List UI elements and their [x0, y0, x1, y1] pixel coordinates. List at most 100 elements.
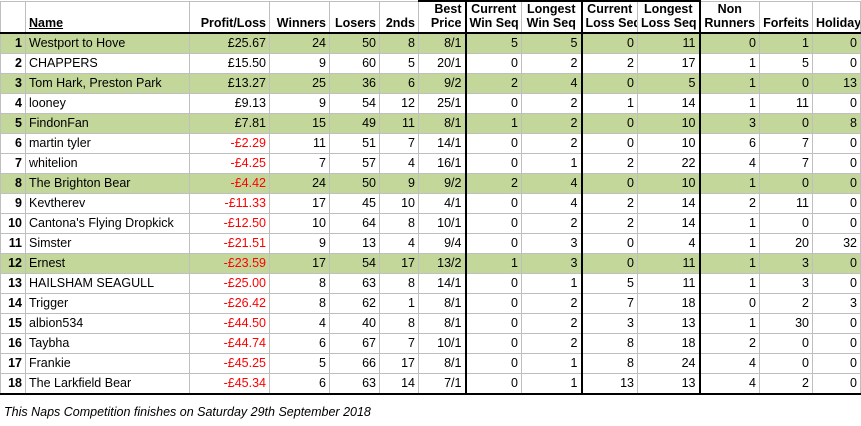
- cell-name: looney: [25, 93, 190, 114]
- cell-holiday: 0: [812, 53, 861, 74]
- cell-rank: 4: [0, 93, 26, 114]
- header-losers: Losers: [329, 0, 380, 34]
- header-longest-win-seq: Longest Win Seq: [521, 0, 583, 34]
- header-best-price: Best Price: [418, 0, 466, 34]
- naps-competition-table: Name Profit/Loss Winners Losers 2nds Bes…: [0, 0, 861, 395]
- header-rank: [0, 0, 26, 34]
- cell-current-loss-seq: 0: [581, 32, 638, 54]
- cell-current-win-seq: 0: [464, 153, 522, 174]
- cell-longest-win-seq: 2: [521, 133, 583, 154]
- cell-losers: 51: [329, 133, 380, 154]
- header-longest-loss-seq: Longest Loss Seq: [637, 0, 701, 34]
- cell-name: Tom Hark, Preston Park: [25, 73, 190, 94]
- header-current-loss-seq: Current Loss Seq: [581, 0, 638, 34]
- cell-losers: 63: [329, 373, 380, 395]
- cell-longest-loss-seq: 18: [637, 333, 701, 354]
- table-row: 5 FindonFan £7.81 15 49 11 8/1 1 2 0 10 3 0 8: [0, 113, 861, 134]
- cell-profit-loss: £25.67: [189, 32, 270, 54]
- cell-current-loss-seq: 3: [581, 313, 638, 334]
- cell-seconds: 8: [379, 32, 419, 54]
- cell-longest-win-seq: 2: [521, 53, 583, 74]
- cell-winners: 10: [269, 213, 330, 234]
- cell-forfeits: 0: [759, 353, 813, 374]
- cell-longest-win-seq: 2: [521, 333, 583, 354]
- cell-profit-loss: £7.81: [189, 113, 270, 134]
- table-row: 10 Cantona's Flying Dropkick -£12.50 10 64 8 1…: [0, 213, 861, 234]
- table-row: 3 Tom Hark, Preston Park £13.27 25 36 6 9/2 2 4 0…: [0, 73, 861, 94]
- cell-rank: 15: [0, 313, 26, 334]
- cell-profit-loss: -£12.50: [189, 213, 270, 234]
- cell-longest-loss-seq: 5: [637, 73, 701, 94]
- cell-longest-win-seq: 1: [521, 373, 583, 395]
- cell-rank: 9: [0, 193, 26, 214]
- cell-losers: 54: [329, 93, 380, 114]
- cell-current-loss-seq: 0: [581, 253, 638, 274]
- cell-name: Taybha: [25, 333, 190, 354]
- cell-longest-loss-seq: 18: [637, 293, 701, 314]
- cell-rank: 8: [0, 173, 26, 194]
- cell-name: Westport to Hove: [25, 32, 190, 54]
- cell-forfeits: 1: [759, 32, 813, 54]
- cell-losers: 57: [329, 153, 380, 174]
- table-body: 1 Westport to Hove £25.67 24 50 8 8/1 5 5 0 11 0 1 0 2…: [0, 32, 861, 395]
- cell-longest-loss-seq: 10: [637, 113, 701, 134]
- cell-name: Trigger: [25, 293, 190, 314]
- table-row: 4 looney £9.13 9 54 12 25/1 0 2 1 14 1 11 0: [0, 93, 861, 114]
- cell-longest-loss-seq: 14: [637, 193, 701, 214]
- cell-profit-loss: -£4.25: [189, 153, 270, 174]
- cell-losers: 66: [329, 353, 380, 374]
- cell-longest-win-seq: 3: [521, 233, 583, 254]
- cell-forfeits: 0: [759, 213, 813, 234]
- cell-winners: 15: [269, 113, 330, 134]
- cell-profit-loss: -£44.50: [189, 313, 270, 334]
- cell-name: whitelion: [25, 153, 190, 174]
- cell-name: Simster: [25, 233, 190, 254]
- table-row: 12 Ernest -£23.59 17 54 17 13/2 1 3 0 11 1 3 0: [0, 253, 861, 274]
- cell-current-win-seq: 0: [464, 193, 522, 214]
- cell-losers: 13: [329, 233, 380, 254]
- cell-non-runners: 1: [699, 273, 760, 294]
- cell-profit-loss: £13.27: [189, 73, 270, 94]
- cell-seconds: 10: [379, 193, 419, 214]
- cell-non-runners: 1: [699, 93, 760, 114]
- table-row: 11 Simster -£21.51 9 13 4 9/4 0 3 0 4 1 20 32: [0, 233, 861, 254]
- cell-rank: 17: [0, 353, 26, 374]
- cell-current-win-seq: 2: [464, 73, 522, 94]
- cell-forfeits: 2: [759, 373, 813, 395]
- header-holiday: Holiday: [812, 0, 861, 34]
- cell-longest-win-seq: 2: [521, 293, 583, 314]
- cell-losers: 62: [329, 293, 380, 314]
- cell-current-win-seq: 0: [464, 213, 522, 234]
- table-row: 1 Westport to Hove £25.67 24 50 8 8/1 5 5 0 11 0 1 0: [0, 32, 861, 54]
- cell-current-win-seq: 1: [464, 253, 522, 274]
- table-row: 8 The Brighton Bear -£4.42 24 50 9 9/2 2 4 0 10 1 0 0: [0, 173, 861, 194]
- cell-current-win-seq: 1: [464, 113, 522, 134]
- cell-seconds: 11: [379, 113, 419, 134]
- cell-winners: 25: [269, 73, 330, 94]
- cell-seconds: 8: [379, 273, 419, 294]
- cell-winners: 17: [269, 193, 330, 214]
- cell-seconds: 5: [379, 53, 419, 74]
- cell-seconds: 7: [379, 333, 419, 354]
- cell-forfeits: 11: [759, 93, 813, 114]
- cell-holiday: 0: [812, 253, 861, 274]
- cell-forfeits: 30: [759, 313, 813, 334]
- cell-winners: 6: [269, 333, 330, 354]
- cell-non-runners: 4: [699, 373, 760, 395]
- cell-best-price: 8/1: [418, 32, 466, 54]
- cell-holiday: 0: [812, 273, 861, 294]
- header-non-runners: Non Runners: [699, 0, 760, 34]
- cell-non-runners: 0: [699, 293, 760, 314]
- cell-forfeits: 0: [759, 173, 813, 194]
- cell-holiday: 0: [812, 93, 861, 114]
- cell-losers: 36: [329, 73, 380, 94]
- cell-forfeits: 3: [759, 273, 813, 294]
- cell-current-loss-seq: 1: [581, 93, 638, 114]
- cell-winners: 9: [269, 93, 330, 114]
- cell-rank: 13: [0, 273, 26, 294]
- cell-losers: 67: [329, 333, 380, 354]
- cell-best-price: 8/1: [418, 113, 466, 134]
- cell-losers: 49: [329, 113, 380, 134]
- header-winners: Winners: [269, 0, 330, 34]
- cell-forfeits: 7: [759, 133, 813, 154]
